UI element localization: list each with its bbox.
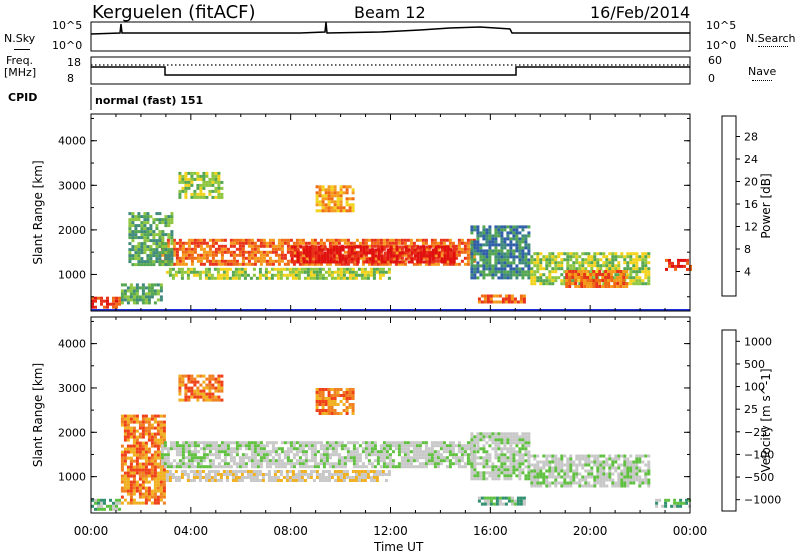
freq-panel: 18 8 60 0 [67, 54, 722, 85]
x-tick-label: 12:00 [373, 524, 408, 538]
power-echo-region [290, 245, 456, 264]
colorbar-tick-label: 12 [744, 221, 758, 234]
velocity-echo-region [470, 432, 531, 481]
nave-label: Nave [748, 65, 777, 78]
colorbar-label: Power [dB] [759, 173, 773, 238]
x-tick-label: 04:00 [174, 524, 209, 538]
nsearch-line-legend [758, 46, 788, 47]
y-tick-label: 2000 [58, 224, 86, 237]
power-echo-region [315, 185, 355, 213]
velocity-echo-region [160, 441, 476, 469]
station-title: Kerguelen (fitACF) [92, 2, 256, 23]
nsearch-tick-bottom: 10^0 [706, 39, 736, 52]
velocity-echo-region [315, 388, 355, 415]
power-echo-region [165, 267, 391, 280]
nave-tick-bottom: 0 [708, 72, 715, 85]
time-axis: 00:00 04:00 08:00 12:00 16:00 20:00 00:00 [74, 524, 708, 538]
date-title: 16/Feb/2014 [590, 3, 691, 22]
x-axis-label: Time UT [373, 540, 424, 554]
nsky-label: N.Sky [4, 32, 36, 45]
velocity-echo-region [530, 454, 651, 488]
freq-label: Freq. [6, 54, 34, 67]
x-tick-label: 16:00 [473, 524, 508, 538]
y-axis-label: Slant Range [km] [31, 363, 45, 467]
y-axis-label: Slant Range [km] [31, 160, 45, 264]
velocity-echo-region [178, 374, 224, 402]
velocity-echo-region [165, 470, 391, 482]
nsky-line-legend [14, 49, 30, 50]
velocity-echo-region [91, 498, 121, 511]
freq-unit-label: [MHz] [4, 66, 37, 79]
colorbar-tick-label: 100 [744, 381, 765, 394]
cpid-value: normal (fast) 151 [95, 94, 203, 107]
x-tick-label: 00:00 [673, 524, 708, 538]
colorbar-tick-label: 20 [744, 176, 758, 189]
nsky-series [90, 21, 690, 35]
velocity-echo-region [120, 414, 166, 505]
nsearch-label: N.Search [746, 32, 796, 45]
x-tick-label: 20:00 [573, 524, 608, 538]
cpid-panel: normal (fast) 151 [90, 87, 203, 110]
power-echo-region [91, 296, 121, 309]
colorbar-tick-label: −1000 [744, 494, 781, 507]
power-echo-region [477, 294, 526, 304]
colorbar-tick-label: 500 [744, 358, 765, 371]
y-tick-label: 1000 [58, 268, 86, 281]
beam-title: Beam 12 [354, 3, 426, 22]
cpid-label: CPID [8, 91, 38, 104]
colorbar-tick-label: 4 [744, 266, 751, 279]
velocity-colorbar: 1000 500 100 25 −25 −100 −500 −1000 Velocity [m … [721, 329, 781, 512]
velocity-panel: 1000 2000 3000 4000 Slant Range [km] [31, 316, 692, 514]
velocity-echo-region [477, 496, 526, 506]
nave-tick-top: 60 [708, 54, 722, 67]
y-tick-label: 3000 [58, 382, 86, 395]
power-echo-region [128, 212, 174, 267]
freq-tick-top: 18 [67, 56, 81, 69]
power-echo-region [470, 225, 531, 280]
colorbar-tick-label: −500 [744, 471, 774, 484]
colorbar-tick-label: 8 [744, 243, 751, 256]
y-tick-label: 2000 [58, 426, 86, 439]
y-tick-label: 4000 [58, 135, 86, 148]
freq-series [91, 66, 690, 76]
y-tick-label: 3000 [58, 179, 86, 192]
nave-line-legend [752, 80, 772, 81]
nsky-tick-top: 10^5 [52, 19, 82, 32]
y-tick-label: 1000 [58, 471, 86, 484]
nsearch-tick-top: 10^5 [706, 19, 736, 32]
colorbar-tick-label: 1000 [744, 335, 772, 348]
colorbar-tick-label: −25 [744, 426, 767, 439]
colorbar-tick-label: 25 [744, 403, 758, 416]
nsky-panel: 10^5 10^0 10^5 10^0 [52, 19, 736, 52]
colorbar-tick-label: −100 [744, 448, 774, 461]
power-echo-region [178, 171, 224, 199]
colorbar-tick-label: 28 [744, 131, 758, 144]
freq-tick-bottom: 8 [67, 72, 74, 85]
x-tick-label: 00:00 [74, 524, 109, 538]
power-echo-region [565, 270, 629, 288]
power-colorbar: 4 8 12 16 20 24 28 Power [dB] [721, 115, 773, 297]
x-tick-label: 08:00 [273, 524, 308, 538]
y-tick-label: 4000 [58, 338, 86, 351]
colorbar-label: Velocity [m s^-1] [759, 368, 773, 472]
colorbar-tick-label: 16 [744, 198, 758, 211]
colorbar-tick-label: 24 [744, 153, 758, 166]
power-panel: 1000 2000 3000 4000 Slant Range [km] [31, 113, 692, 312]
power-echo-region [120, 283, 163, 305]
nsky-tick-bottom: 10^0 [52, 39, 82, 52]
